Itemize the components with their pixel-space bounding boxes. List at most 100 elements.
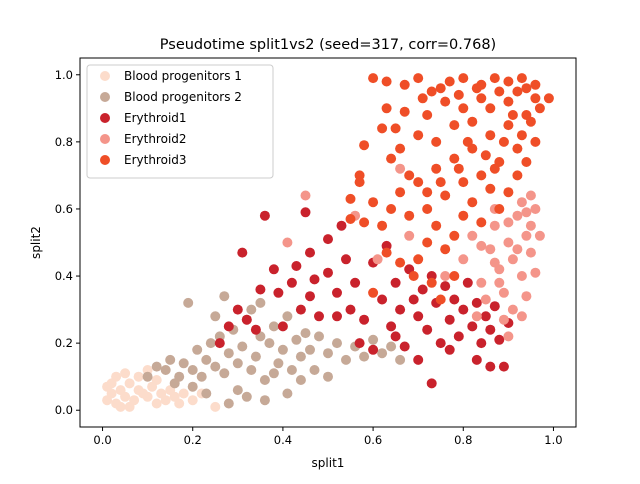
data-point — [196, 371, 207, 382]
legend: Blood progenitors 1 Blood progenitors 2 Er… — [86, 64, 274, 179]
data-point — [458, 73, 469, 84]
data-point — [399, 106, 410, 117]
data-point — [142, 371, 153, 382]
data-point — [485, 324, 496, 335]
data-point — [489, 257, 500, 268]
data-point — [525, 247, 536, 258]
data-point — [165, 354, 176, 365]
data-point — [525, 220, 536, 231]
data-point — [458, 177, 469, 188]
data-point — [314, 311, 324, 322]
data-point — [345, 193, 356, 204]
data-point — [214, 338, 225, 349]
data-point — [449, 230, 460, 241]
data-point — [345, 304, 356, 315]
data-point — [395, 163, 406, 174]
x-tick-label: 0.0 — [93, 433, 111, 447]
data-point — [512, 210, 523, 221]
y-tick-label: 0.4 — [55, 269, 73, 283]
data-point — [372, 254, 383, 265]
data-point — [503, 331, 514, 342]
data-point — [368, 287, 379, 298]
data-point — [476, 170, 487, 181]
data-point — [458, 210, 469, 221]
data-point — [521, 157, 532, 167]
data-point — [431, 163, 442, 174]
data-point — [404, 230, 415, 241]
data-point — [286, 277, 297, 288]
data-point — [111, 371, 122, 382]
y-tick-label: 0.8 — [55, 135, 73, 149]
legend-label: Erythroid3 — [124, 153, 187, 167]
data-point — [377, 294, 388, 305]
y-axis: 0.0 0.2 0.4 0.6 0.8 1.0 — [55, 68, 80, 417]
data-point — [453, 89, 464, 100]
data-point — [408, 294, 419, 305]
data-point — [237, 341, 248, 352]
data-point — [160, 395, 171, 406]
data-point — [422, 204, 433, 214]
data-point — [395, 143, 406, 154]
data-point — [300, 328, 311, 339]
data-point — [521, 83, 532, 94]
data-point — [494, 334, 505, 345]
data-point — [255, 284, 266, 295]
data-point — [498, 287, 509, 298]
data-point — [476, 217, 487, 228]
data-point — [494, 277, 505, 288]
chart-title: Pseudotime split1vs2 (seed=317, corr=0.7… — [160, 37, 496, 53]
data-point — [408, 271, 419, 281]
data-point — [377, 348, 388, 359]
data-point — [489, 220, 500, 231]
data-point — [219, 368, 230, 379]
data-point — [471, 311, 482, 322]
data-point — [489, 301, 500, 312]
data-point — [471, 297, 482, 308]
data-point — [359, 314, 370, 325]
data-point — [300, 207, 311, 218]
data-point — [399, 79, 410, 90]
data-point — [223, 398, 234, 409]
data-point — [498, 361, 509, 372]
data-point — [449, 271, 460, 281]
data-point — [440, 271, 451, 281]
data-point — [368, 73, 379, 84]
data-point — [232, 304, 243, 315]
data-point — [390, 331, 401, 342]
data-point — [295, 351, 306, 362]
data-point — [476, 277, 487, 288]
legend-label: Erythroid1 — [124, 111, 187, 125]
data-point — [494, 204, 505, 214]
data-point — [178, 358, 189, 369]
data-point — [435, 338, 446, 349]
data-point — [309, 274, 320, 285]
data-point — [151, 361, 162, 372]
data-point — [521, 230, 532, 241]
legend-label: Blood progenitors 1 — [124, 69, 242, 83]
data-point — [232, 385, 243, 396]
legend-marker — [100, 134, 110, 144]
data-point — [169, 378, 180, 389]
data-point — [467, 321, 478, 332]
data-point — [435, 294, 446, 305]
data-point — [183, 297, 194, 308]
data-point — [295, 304, 306, 315]
data-point — [485, 103, 496, 114]
data-point — [386, 321, 397, 332]
y-tick-label: 1.0 — [55, 68, 73, 82]
data-point — [521, 207, 532, 218]
data-point — [314, 331, 324, 342]
data-point — [246, 365, 257, 375]
data-point — [485, 244, 496, 255]
x-axis-label: split1 — [312, 456, 345, 470]
data-point — [512, 244, 523, 255]
data-point — [503, 187, 514, 198]
data-point — [133, 371, 144, 382]
legend-box — [86, 64, 274, 179]
x-axis: 0.0 0.2 0.4 0.6 0.8 1.0 — [93, 427, 563, 447]
data-point — [503, 76, 514, 87]
data-point — [413, 354, 424, 365]
data-point — [390, 123, 401, 134]
data-point — [305, 344, 315, 355]
data-point — [341, 354, 351, 365]
